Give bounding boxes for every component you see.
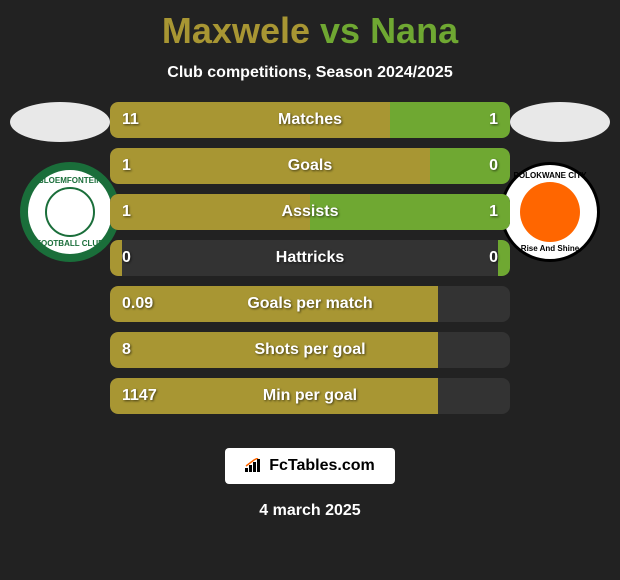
stat-label: Goals: [288, 157, 332, 175]
stat-value-left: 1: [122, 203, 131, 221]
player1-name: Maxwele: [162, 10, 310, 51]
stat-row: 0 Hattricks 0: [110, 240, 510, 276]
stat-value-left: 1147: [122, 387, 157, 405]
player1-avatar: [10, 102, 110, 142]
stat-bar-right: [310, 194, 510, 230]
stat-label: Hattricks: [276, 249, 344, 267]
club1-name-bottom: FOOTBALL CLUB: [36, 239, 104, 248]
stat-row: 8 Shots per goal: [110, 332, 510, 368]
club1-inner-icon: [45, 187, 95, 237]
stat-row: 1147 Min per goal: [110, 378, 510, 414]
vs-text: vs: [320, 10, 360, 51]
stat-value-left: 0: [122, 249, 131, 267]
stat-value-right: 0: [489, 249, 498, 267]
stat-bar-left: [110, 102, 390, 138]
chart-icon: [245, 458, 263, 475]
player2-avatar: [510, 102, 610, 142]
stat-value-left: 0.09: [122, 295, 153, 313]
comparison-title: Maxwele vs Nana: [0, 10, 620, 52]
stat-label: Goals per match: [247, 295, 372, 313]
subtitle: Club competitions, Season 2024/2025: [0, 64, 620, 82]
stat-row: 1 Assists 1: [110, 194, 510, 230]
stat-bar-right: [498, 240, 510, 276]
player2-club-logo: POLOKWANE CITY Rise And Shine: [500, 162, 600, 262]
stat-bar-left: [110, 148, 430, 184]
content-area: BLOEMFONTEIN FOOTBALL CLUB POLOKWANE CIT…: [0, 82, 620, 434]
stat-row: 11 Matches 1: [110, 102, 510, 138]
stat-row: 0.09 Goals per match: [110, 286, 510, 322]
stats-container: 11Matches11Goals01Assists10Hattricks00.0…: [110, 102, 510, 414]
stat-value-left: 11: [122, 111, 139, 129]
stat-value-left: 8: [122, 341, 131, 359]
club2-inner-icon: [520, 182, 580, 242]
stat-value-left: 1: [122, 157, 131, 175]
stat-label: Assists: [282, 203, 339, 221]
player1-club-logo: BLOEMFONTEIN FOOTBALL CLUB: [20, 162, 120, 262]
stat-value-right: 1: [489, 111, 498, 129]
header: Maxwele vs Nana Club competitions, Seaso…: [0, 0, 620, 82]
fctables-logo[interactable]: FcTables.com: [225, 448, 395, 484]
stat-row: 1 Goals 0: [110, 148, 510, 184]
stat-label: Matches: [278, 111, 342, 129]
stat-value-right: 1: [489, 203, 498, 221]
club2-name-top: POLOKWANE CITY: [514, 171, 587, 180]
date-text: 4 march 2025: [0, 502, 620, 520]
fctables-text: FcTables.com: [269, 457, 375, 475]
club2-name-bottom: Rise And Shine: [521, 244, 579, 253]
stat-bar-left: [110, 240, 122, 276]
stat-label: Min per goal: [263, 387, 357, 405]
player2-name: Nana: [370, 10, 458, 51]
stat-bar-left: [110, 194, 310, 230]
stat-label: Shots per goal: [254, 341, 365, 359]
stat-value-right: 0: [489, 157, 498, 175]
club1-name-top: BLOEMFONTEIN: [38, 176, 102, 185]
